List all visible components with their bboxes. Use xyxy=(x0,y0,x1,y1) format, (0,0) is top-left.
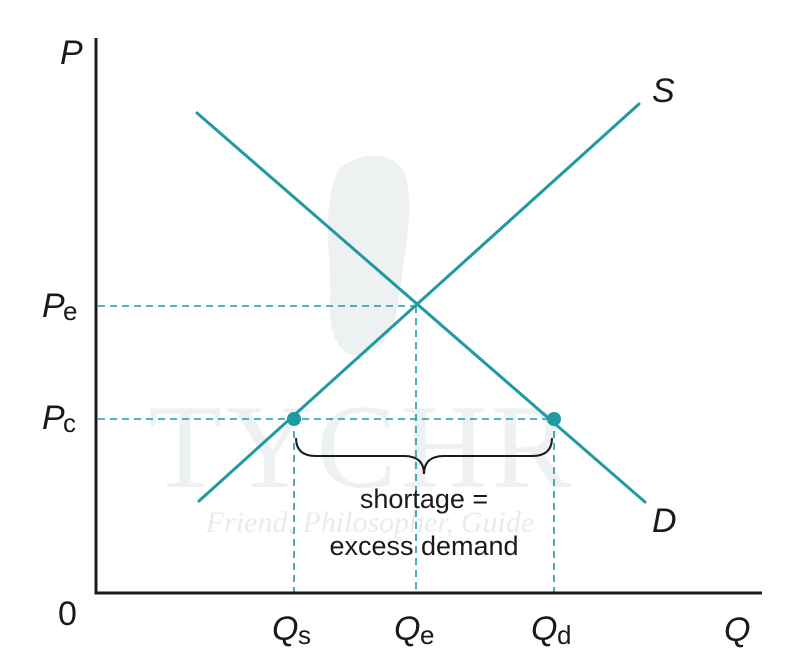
quantity-demanded-label: Q d xyxy=(531,610,571,650)
watermark-logo-icon xyxy=(327,155,410,356)
svg-text:Q: Q xyxy=(272,610,298,648)
supply-curve xyxy=(197,102,641,503)
svg-text:e: e xyxy=(420,620,434,650)
svg-text:Q: Q xyxy=(394,610,420,648)
shortage-brace xyxy=(295,437,553,475)
demand-label: D xyxy=(652,502,677,540)
svg-text:e: e xyxy=(63,296,77,326)
y-axis-label: P xyxy=(60,34,83,72)
svg-text:P: P xyxy=(42,287,65,325)
equilibrium-quantity-label: Q e xyxy=(394,610,434,650)
equilibrium-price-label: P e xyxy=(42,287,77,326)
x-axis-label: Q xyxy=(724,611,750,649)
svg-text:c: c xyxy=(63,408,76,438)
watermark-brand: TYCHR xyxy=(149,380,576,513)
svg-text:Q: Q xyxy=(531,610,557,648)
quantity-demanded-point xyxy=(547,412,561,426)
quantity-supplied-label: Q s xyxy=(272,610,311,650)
axes xyxy=(94,38,762,595)
quantity-supplied-point xyxy=(287,412,301,426)
svg-text:d: d xyxy=(557,620,571,650)
watermark: TYCHR Friend, Philosopher, Guide xyxy=(149,155,576,539)
origin-label: 0 xyxy=(58,595,77,633)
demand-curve xyxy=(195,111,647,504)
excess-demand-label: excess demand xyxy=(329,531,518,561)
svg-text:s: s xyxy=(298,620,311,650)
shortage-label: shortage = xyxy=(360,484,488,514)
ceiling-price-label: P c xyxy=(42,399,76,438)
watermark-tagline: Friend, Philosopher, Guide xyxy=(205,506,534,539)
svg-text:P: P xyxy=(42,399,65,437)
supply-label: S xyxy=(652,72,675,110)
